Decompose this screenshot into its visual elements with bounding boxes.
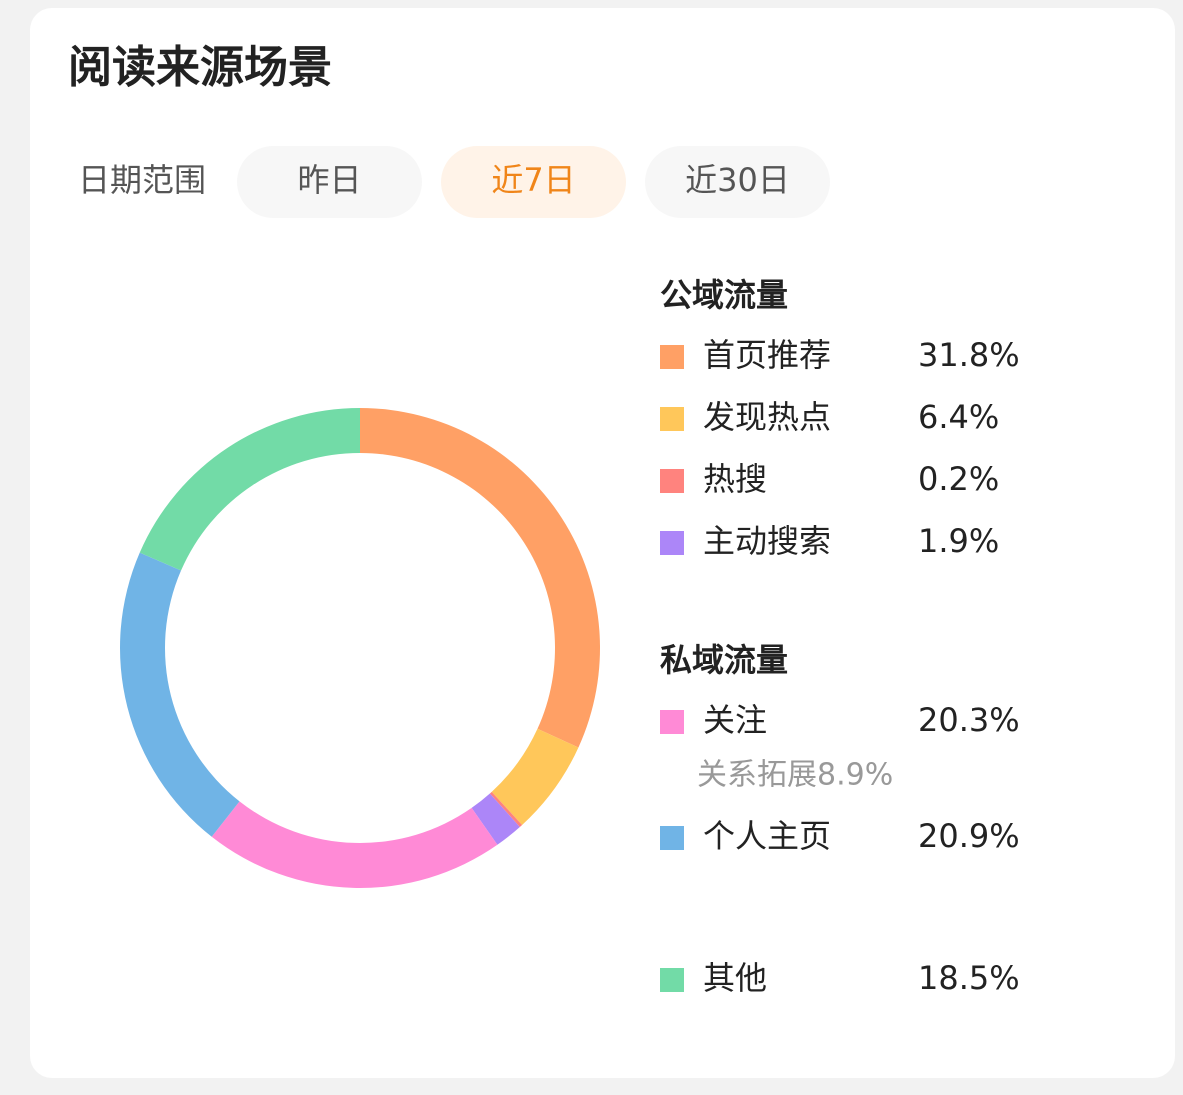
legend-value: 6.4% [918,398,999,436]
filter-option[interactable]: 近7日 [491,161,575,199]
legend-value: 20.3% [918,701,1020,739]
legend-name: 个人主页 [703,817,831,855]
legend-name: 主动搜索 [703,522,831,560]
legend-name: 首页推荐 [703,336,831,374]
filter-button[interactable] [441,146,626,218]
donut-slice [471,793,520,845]
donut-slice [491,728,579,826]
filter-option[interactable]: 昨日 [297,161,361,199]
card [30,8,1175,1078]
legend-swatch [660,345,684,369]
legend-note: 关系拓展8.9% [697,758,893,793]
legend-name: 发现热点 [703,398,831,436]
filter-label: 日期范围 [78,161,206,199]
donut-slice [139,408,360,571]
legend-value: 0.2% [918,460,999,498]
legend-name: 关注 [703,701,767,739]
legend-swatch [660,469,684,493]
legend-swatch [660,826,684,850]
donut-slice [211,801,498,888]
filter-option[interactable]: 近30日 [685,161,790,199]
legend-name: 其他 [703,959,767,997]
legend-swatch [660,710,684,734]
donut-slice [489,791,523,828]
legend-group-title: 私域流量 [660,641,788,679]
legend-swatch [660,407,684,431]
filter-button[interactable] [237,146,422,218]
donut-slice [119,552,240,837]
card-title: 阅读来源场景 [68,42,332,93]
donut-slice [360,408,600,748]
legend-swatch [660,968,684,992]
legend-value: 20.9% [918,817,1020,855]
legend-swatch [660,531,684,555]
legend-value: 1.9% [918,522,999,560]
legend-value: 31.8% [918,336,1020,374]
legend-group-title: 公域流量 [660,276,788,314]
legend-value: 18.5% [918,959,1020,997]
filter-button[interactable] [645,146,830,218]
legend-name: 热搜 [703,460,767,498]
